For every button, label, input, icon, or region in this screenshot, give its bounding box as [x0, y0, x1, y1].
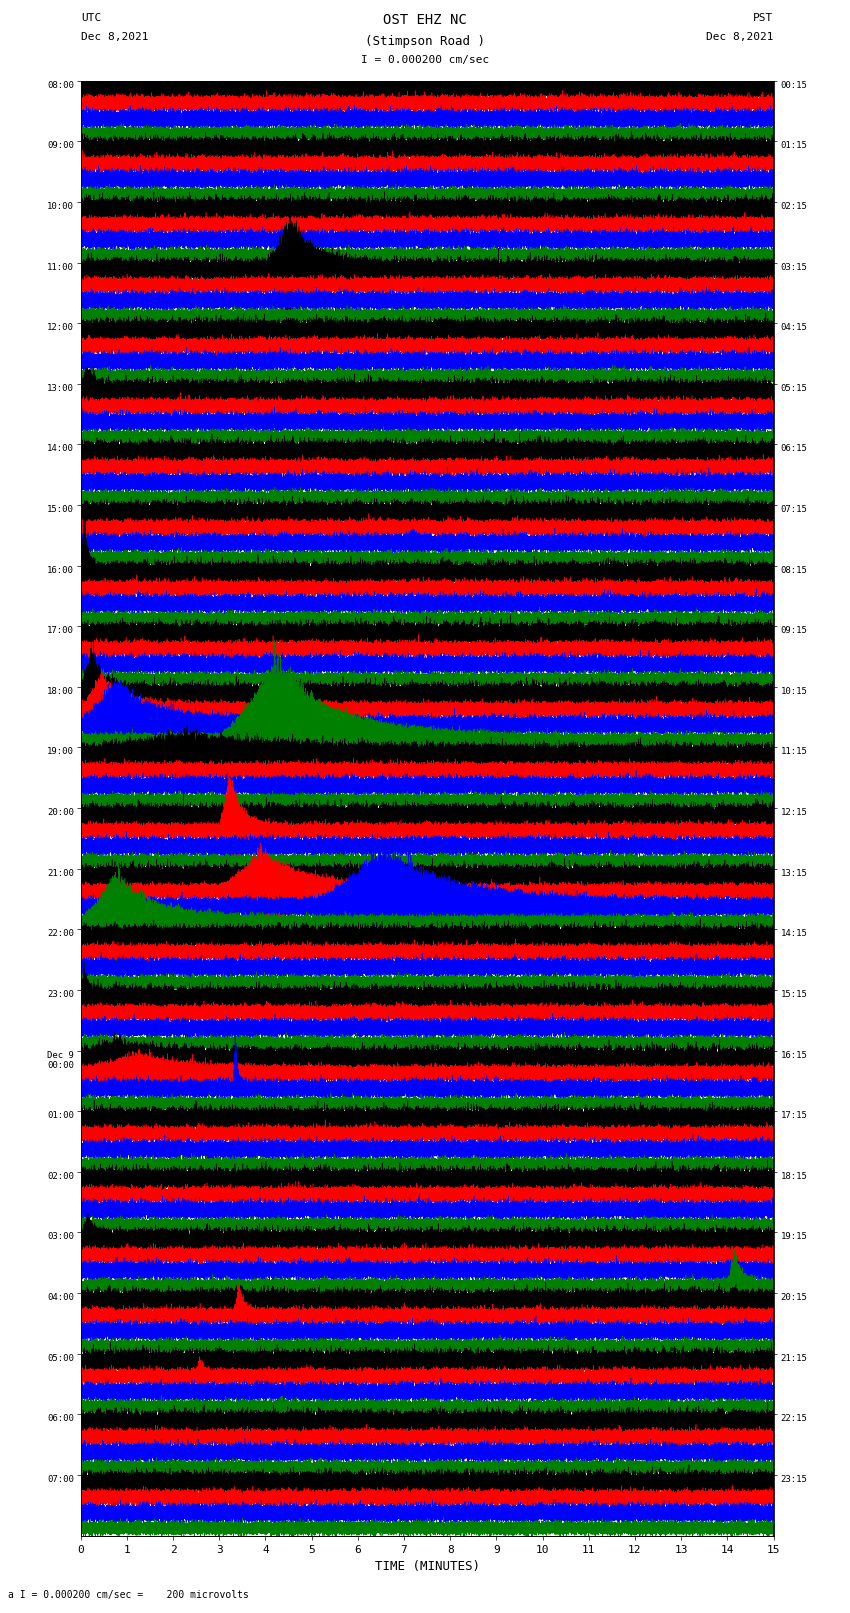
Text: UTC: UTC [81, 13, 101, 23]
Text: OST EHZ NC: OST EHZ NC [383, 13, 467, 27]
X-axis label: TIME (MINUTES): TIME (MINUTES) [375, 1560, 479, 1573]
Text: (Stimpson Road ): (Stimpson Road ) [365, 35, 485, 48]
Text: PST: PST [753, 13, 774, 23]
Text: I = 0.000200 cm/sec: I = 0.000200 cm/sec [361, 55, 489, 65]
Text: a I = 0.000200 cm/sec =    200 microvolts: a I = 0.000200 cm/sec = 200 microvolts [8, 1590, 249, 1600]
Text: Dec 8,2021: Dec 8,2021 [81, 32, 148, 42]
Text: Dec 8,2021: Dec 8,2021 [706, 32, 774, 42]
